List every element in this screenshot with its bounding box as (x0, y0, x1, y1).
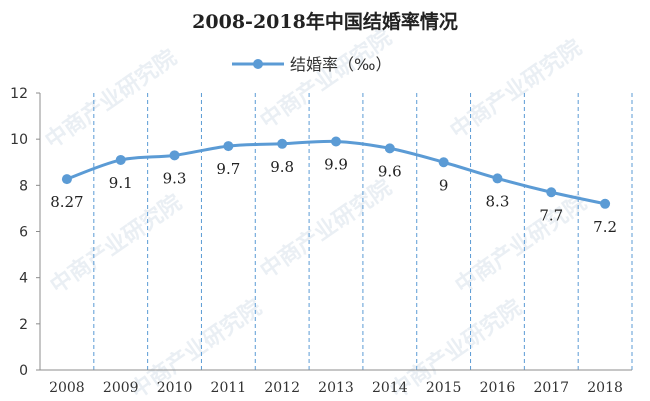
data-point (384, 143, 395, 154)
y-tick-label: 10 (10, 132, 28, 148)
y-tick-label: 6 (19, 225, 28, 241)
x-tick-labels: 2008 2009 2010 2011 2012 2013 2014 2015 2016 2017… (49, 380, 623, 396)
x-tick-label: 2010 (157, 380, 193, 396)
data-label: 7.2 (593, 218, 617, 236)
data-point (115, 154, 126, 165)
data-label: 9.7 (216, 160, 240, 178)
data-point (169, 150, 180, 161)
y-tick-label: 0 (19, 363, 28, 379)
data-point (61, 174, 72, 185)
data-label: 9.9 (324, 155, 348, 173)
data-label: 8.27 (50, 193, 83, 211)
legend-label: 结婚率（‰） (290, 55, 391, 74)
y-tick-label: 12 (10, 86, 28, 102)
y-tick-labels: 0 2 4 6 8 10 12 (10, 86, 40, 379)
x-tick-label: 2008 (49, 380, 85, 396)
data-labels: 8.27 9.1 9.3 9.7 9.8 9.9 9.6 9 8.3 7.7 7.2 (50, 155, 617, 235)
watermark-text: 中商产业研究院 (255, 24, 396, 134)
x-tick-label: 2013 (318, 380, 354, 396)
data-point (438, 157, 449, 168)
data-label: 9.1 (109, 174, 133, 192)
x-tick-label: 2009 (103, 380, 139, 396)
legend: 结婚率（‰） (232, 55, 391, 74)
data-point (223, 141, 234, 152)
y-tick-label: 4 (19, 271, 28, 287)
y-tick-label: 2 (19, 317, 28, 333)
x-tick-label: 2015 (426, 380, 462, 396)
watermark-text: 中商产业研究院 (40, 44, 181, 154)
data-label: 9 (439, 176, 449, 194)
data-point (600, 198, 611, 209)
data-label: 9.6 (378, 162, 402, 180)
data-label: 9.3 (163, 169, 187, 187)
chart-title: 2008-2018年中国结婚率情况 (192, 10, 458, 33)
data-point (492, 173, 503, 184)
y-tick-label: 8 (19, 178, 28, 194)
data-points (61, 136, 611, 209)
data-label: 8.3 (486, 192, 510, 210)
x-tick-label: 2016 (480, 380, 516, 396)
x-tick-label: 2017 (533, 380, 569, 396)
data-label: 7.7 (539, 206, 563, 224)
data-label: 9.8 (270, 158, 294, 176)
x-tick-label: 2014 (372, 380, 408, 396)
watermark-text: 中商产业研究院 (450, 189, 591, 299)
data-point (546, 187, 557, 198)
x-tick-label: 2011 (211, 380, 247, 396)
watermark-text: 中商产业研究院 (255, 174, 396, 284)
x-tick-label: 2012 (264, 380, 300, 396)
data-point (277, 138, 288, 149)
watermark-text: 中商产业研究院 (445, 34, 586, 144)
legend-marker (253, 59, 263, 69)
data-point (331, 136, 341, 147)
x-tick-label: 2018 (587, 380, 623, 396)
